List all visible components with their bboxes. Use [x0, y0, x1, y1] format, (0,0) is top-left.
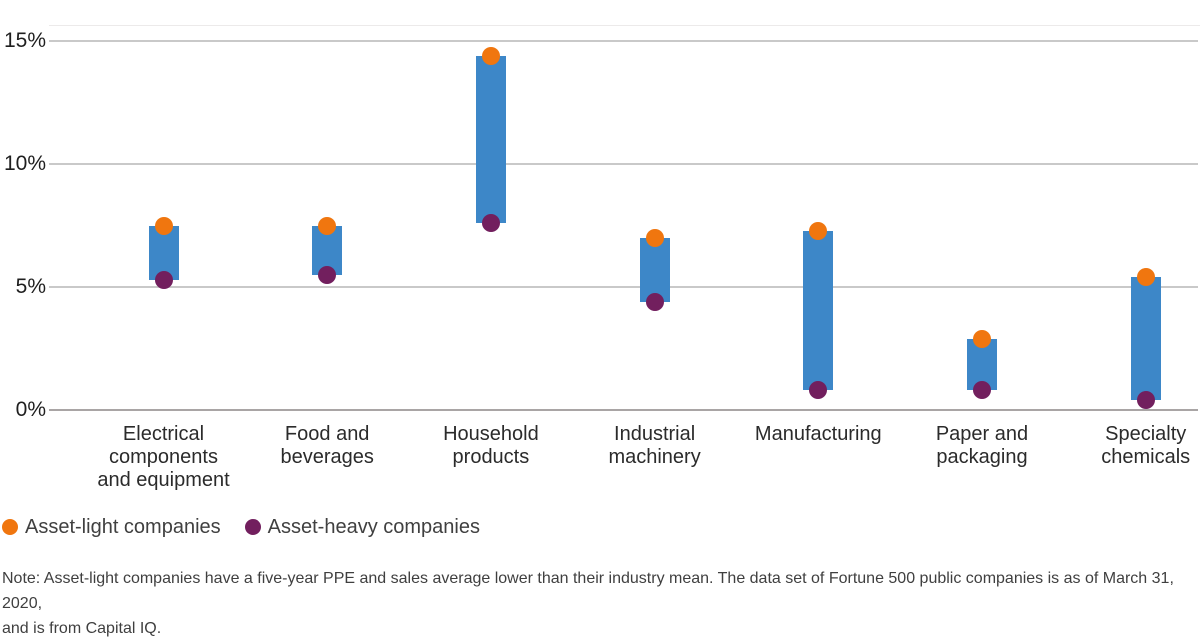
x-axis-category-label: Manufacturing: [754, 423, 882, 445]
gridline: [49, 40, 1198, 43]
range-bar: [639, 238, 670, 302]
y-axis-tick-label: 10%: [3, 152, 46, 176]
asset-light-dot: [318, 216, 337, 235]
asset-light-dot-icon: [2, 519, 18, 535]
plot-area: 0% 5% 10% 15% Electrical components and equi…: [3, 25, 1200, 491]
asset-light-dot: [481, 47, 500, 66]
chart-legend: Asset-light companies Asset-heavy compan…: [2, 516, 480, 538]
footnote: Note: Asset-light companies have a five-…: [2, 570, 1174, 637]
x-axis-category-label: Household products: [443, 423, 539, 468]
range-chart: 0% 5% 10% 15% Electrical components and equi…: [3, 25, 1200, 491]
asset-heavy-dot: [318, 265, 337, 284]
range-bar: [148, 225, 179, 280]
gridline: [49, 409, 1198, 411]
range-bar: [475, 56, 506, 224]
gridline: [49, 286, 1198, 289]
x-axis-category-label: Electrical components and equipment: [97, 423, 230, 491]
y-axis-tick-label: 15%: [3, 29, 46, 53]
legend-label: Asset-heavy companies: [267, 516, 480, 538]
asset-light-dot: [645, 229, 664, 247]
x-axis-category-label: Specialty chemicals: [1101, 423, 1191, 468]
y-axis-tick-label: 0%: [15, 398, 46, 421]
x-axis-category-label: Paper and packaging: [935, 423, 1029, 468]
asset-heavy-dot: [1136, 391, 1155, 410]
y-axis-tick-label: 5%: [15, 275, 46, 299]
asset-heavy-dot: [154, 270, 173, 289]
range-bar: [803, 230, 834, 391]
x-axis-category-label: Food and beverages: [280, 423, 374, 468]
gridline: [49, 163, 1198, 166]
legend-label: Asset-light companies: [25, 516, 221, 538]
x-axis-category-label: Industrial machinery: [608, 423, 701, 468]
asset-light-dot: [154, 216, 173, 235]
legend-item-asset-heavy: Asset-heavy companies: [244, 516, 480, 538]
asset-light-dot: [973, 329, 991, 348]
asset-heavy-dot: [481, 214, 500, 233]
asset-heavy-dot-icon: [244, 519, 261, 535]
legend-item-asset-light: Asset-light companies: [2, 516, 221, 538]
asset-heavy-dot: [973, 381, 991, 400]
plot-top-border: [49, 25, 1200, 26]
range-bar: [1130, 277, 1161, 401]
asset-heavy-dot: [809, 381, 828, 400]
asset-light-dot: [1136, 268, 1155, 287]
asset-heavy-dot: [645, 292, 664, 311]
asset-light-dot: [809, 221, 828, 240]
